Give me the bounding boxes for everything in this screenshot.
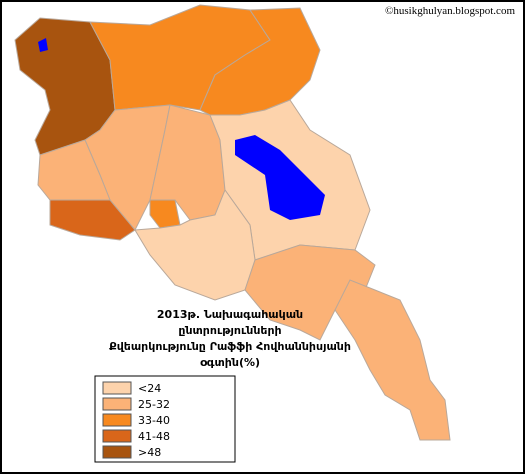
legend-swatch (102, 397, 132, 411)
legend-swatch (102, 381, 132, 395)
title-line: Քվեարկությունը Րաֆֆի Հովհաննիսյանի (109, 340, 351, 353)
region (134, 188, 256, 301)
legend-swatch (102, 445, 132, 459)
region (334, 279, 451, 441)
lake (38, 38, 48, 52)
legend-label: >48 (138, 446, 161, 459)
legend-swatch (102, 413, 132, 427)
legend-label: 41-48 (138, 430, 170, 443)
watermark: ©husikghulyan.blogspot.com (385, 5, 515, 17)
map-title: 2013թ. Նախագահական ընտրությունների Քվեար… (109, 308, 351, 369)
legend-label: 25-32 (138, 398, 170, 411)
lake (235, 135, 325, 220)
legend: <24 25-32 33-40 41-48 >48 (94, 375, 236, 463)
legend-swatch (102, 429, 132, 443)
title-line: օգտին(%) (200, 356, 260, 369)
region (49, 199, 136, 241)
legend-label: 33-40 (138, 414, 170, 427)
title-line: ընտրությունների (178, 324, 281, 337)
title-line: 2013թ. Նախագահական (157, 308, 303, 321)
legend-label: <24 (138, 382, 161, 395)
regions (14, 4, 451, 441)
